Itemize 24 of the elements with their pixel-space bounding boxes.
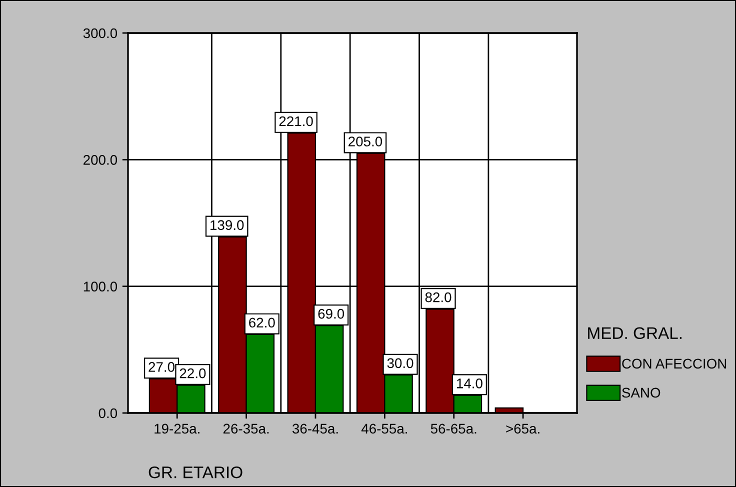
x-tick-label: 46-55a. [361, 424, 407, 434]
data-label: 62.0 [249, 318, 275, 328]
x-tick-label: 26-35a. [223, 424, 269, 434]
y-tick-label: 0.0 [98, 408, 118, 418]
data-label: 14.0 [456, 378, 482, 388]
y-tick-label: 200.0 [84, 155, 118, 165]
data-label: 221.0 [279, 116, 313, 126]
y-tick-label: 300.0 [83, 28, 118, 38]
x-axis-title: GR. ETARIO [148, 466, 242, 478]
data-label: 205.0 [348, 136, 382, 146]
x-tick-label: 19-25a. [154, 424, 200, 434]
legend-title: MED. GRAL. [588, 327, 682, 340]
data-label: 30.0 [387, 358, 414, 368]
x-tick-label: >65a. [506, 424, 540, 434]
y-tick-label: 100.0 [84, 282, 118, 292]
legend-label: CON AFECCION [622, 358, 726, 369]
x-tick-label: 56-65a. [430, 424, 476, 434]
legend-label: SANO [622, 388, 660, 398]
data-label: 139.0 [210, 220, 244, 230]
x-tick-label: 36-45a. [292, 424, 338, 434]
data-label: 82.0 [425, 292, 452, 302]
data-label: 27.0 [148, 362, 175, 372]
data-label: 22.0 [180, 368, 206, 378]
data-label: 69.0 [318, 308, 344, 319]
